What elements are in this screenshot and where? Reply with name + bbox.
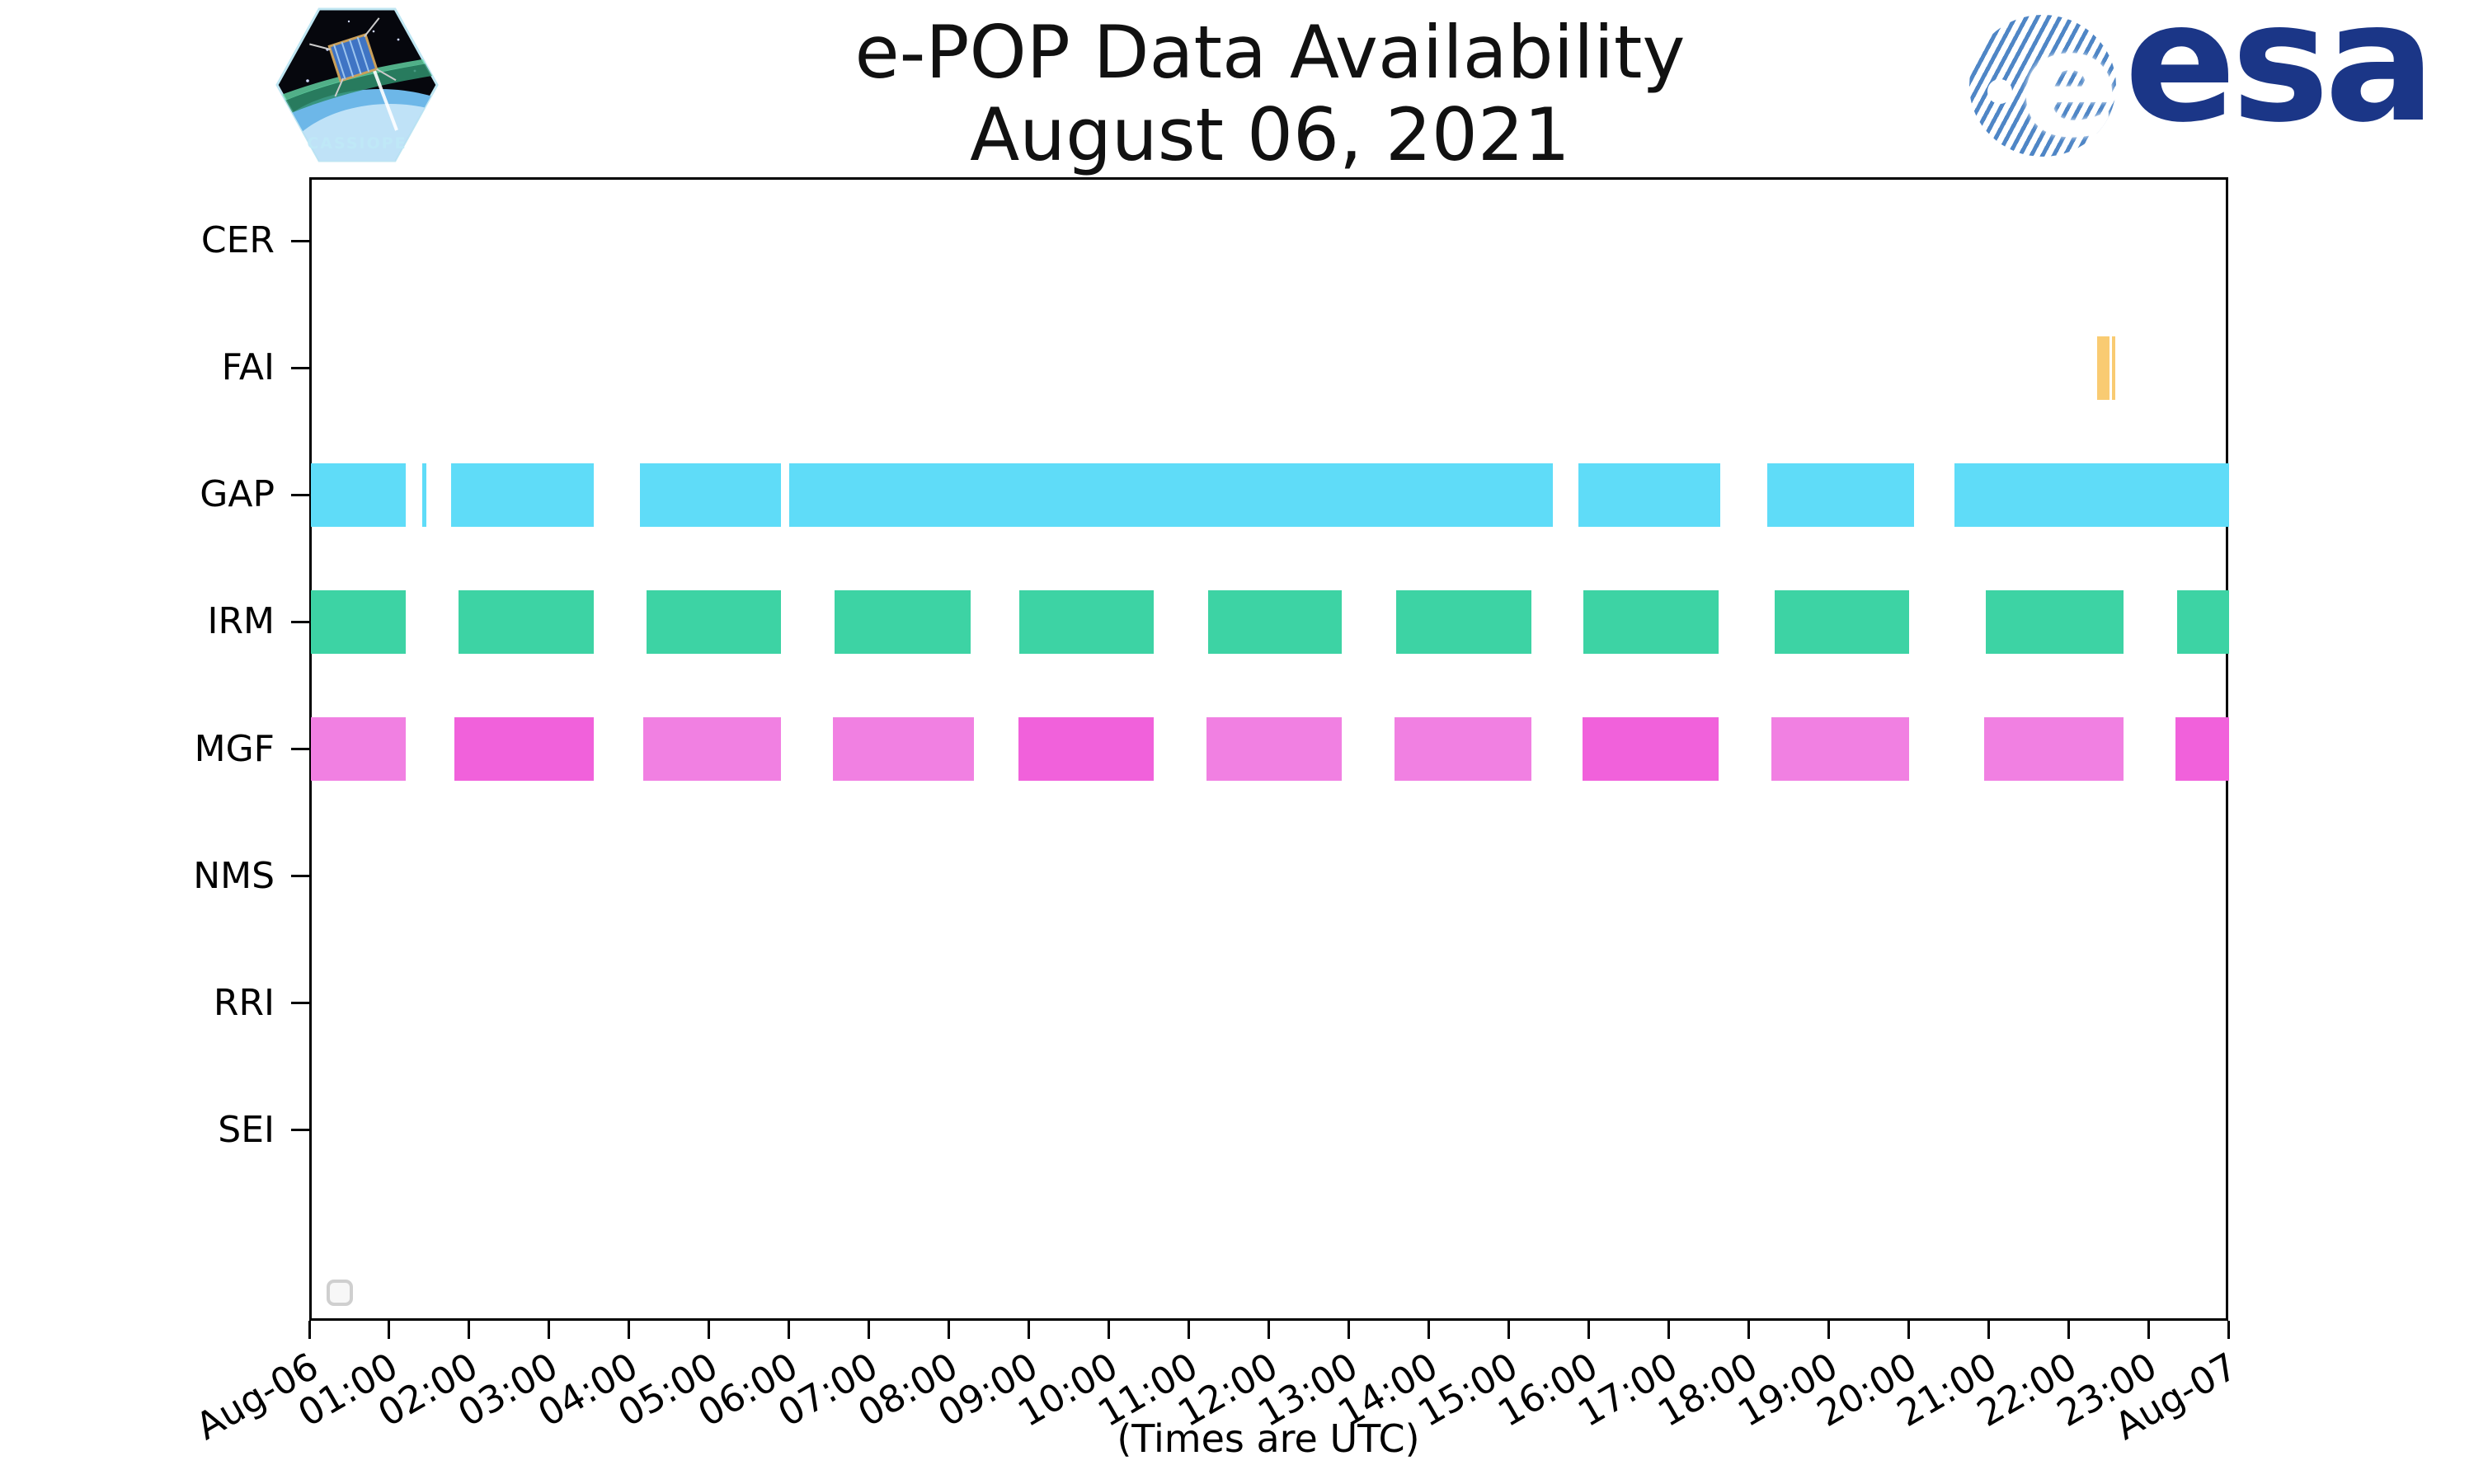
x-tick xyxy=(868,1321,871,1339)
x-tick xyxy=(548,1321,551,1339)
esa-logo: e esa xyxy=(1969,0,2436,163)
y-tick xyxy=(291,748,309,750)
esa-globe-e-glyph: e xyxy=(2020,15,2116,157)
x-tick xyxy=(788,1321,791,1339)
gap-data-bar xyxy=(422,463,427,527)
mgf-data-bar xyxy=(2175,717,2230,781)
cassiope-patch-label: CASSIOPE xyxy=(307,134,407,153)
y-tick xyxy=(291,366,309,369)
x-tick xyxy=(388,1321,391,1339)
irm-data-bar xyxy=(1396,589,1532,654)
mgf-data-bar xyxy=(1583,717,1719,781)
gap-data-bar xyxy=(639,463,781,527)
mgf-data-bar xyxy=(1018,717,1155,781)
legend-box xyxy=(327,1280,353,1306)
gap-data-bar xyxy=(451,463,594,527)
irm-data-bar xyxy=(310,589,406,654)
mgf-data-bar xyxy=(1206,717,1343,781)
x-tick xyxy=(1108,1321,1111,1339)
x-tick xyxy=(2067,1321,2070,1339)
y-tick-label: MGF xyxy=(194,727,275,770)
chart-subtitle-date: August 06, 2021 xyxy=(970,92,1570,177)
y-tick-label: SEI xyxy=(218,1108,275,1151)
esa-globe-icon: e xyxy=(1969,15,2116,157)
x-tick xyxy=(708,1321,711,1339)
esa-wordmark: esa xyxy=(2124,0,2436,159)
y-tick-label: RRI xyxy=(213,981,275,1024)
gap-data-bar xyxy=(1767,463,1914,527)
irm-data-bar xyxy=(834,589,971,654)
gap-data-bar xyxy=(310,463,406,527)
gap-data-bar xyxy=(1578,463,1720,527)
x-tick xyxy=(1188,1321,1191,1339)
x-tick xyxy=(948,1321,951,1339)
y-tick xyxy=(291,239,309,242)
x-tick xyxy=(1747,1321,1750,1339)
irm-data-bar xyxy=(1583,589,1719,654)
y-tick xyxy=(291,1129,309,1132)
x-tick xyxy=(1907,1321,1910,1339)
esa-globe-dot xyxy=(1987,79,2012,104)
chart-header: e-POP Data Availability August 06, 2021 xyxy=(693,12,1847,176)
cassiope-patch-art: CASSIOPE xyxy=(275,7,439,162)
y-tick-label: NMS xyxy=(193,854,275,897)
mgf-data-bar xyxy=(1395,717,1532,781)
mgf-data-bar xyxy=(832,717,975,781)
mgf-data-bar xyxy=(310,717,406,781)
cassiope-mission-patch: CASSIOPE xyxy=(275,7,440,163)
plot-area xyxy=(309,177,2230,1321)
irm-data-bar xyxy=(458,589,594,654)
y-tick xyxy=(291,1002,309,1005)
x-tick xyxy=(1347,1321,1350,1339)
x-tick xyxy=(1587,1321,1590,1339)
y-tick-label: IRM xyxy=(207,600,275,643)
fai-data-bar xyxy=(2096,336,2110,400)
x-tick xyxy=(1268,1321,1270,1339)
x-tick xyxy=(628,1321,631,1339)
y-tick xyxy=(291,875,309,878)
x-axis-note: (Times are UTC) xyxy=(1117,1416,1420,1461)
mgf-data-bar xyxy=(454,717,594,781)
x-tick xyxy=(1028,1321,1031,1339)
irm-data-bar xyxy=(1985,589,2124,654)
irm-data-bar xyxy=(646,589,781,654)
gap-data-bar xyxy=(1954,463,2230,527)
x-tick xyxy=(308,1321,311,1339)
x-tick xyxy=(2227,1321,2230,1339)
irm-data-bar xyxy=(1774,589,1909,654)
y-tick-label: FAI xyxy=(221,346,275,389)
chart-title: e-POP Data Availability xyxy=(854,10,1686,95)
x-tick xyxy=(1507,1321,1510,1339)
y-tick xyxy=(291,493,309,496)
y-tick-label: CER xyxy=(200,219,275,262)
fai-data-bar xyxy=(2111,336,2115,400)
irm-data-bar xyxy=(2176,589,2230,654)
x-tick xyxy=(468,1321,471,1339)
irm-data-bar xyxy=(1018,589,1155,654)
mgf-data-bar xyxy=(1771,717,1909,781)
gap-data-bar xyxy=(789,463,1554,527)
irm-data-bar xyxy=(1208,589,1343,654)
x-tick xyxy=(1827,1321,1830,1339)
x-tick xyxy=(1427,1321,1430,1339)
x-tick xyxy=(1667,1321,1670,1339)
mgf-data-bar xyxy=(1983,717,2124,781)
y-tick-label: GAP xyxy=(200,473,275,516)
x-tick xyxy=(2147,1321,2150,1339)
mgf-data-bar xyxy=(642,717,781,781)
x-tick xyxy=(1987,1321,1990,1339)
y-tick xyxy=(291,620,309,623)
